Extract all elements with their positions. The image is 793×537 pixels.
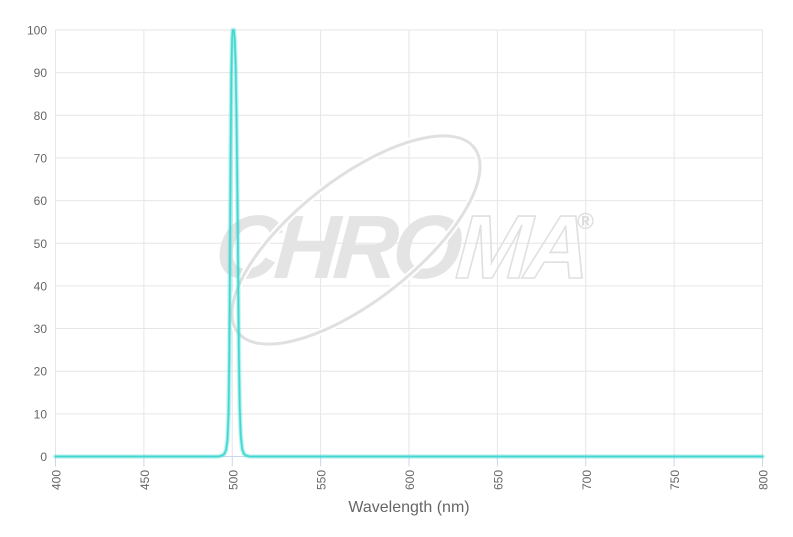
y-tick-label: 100: [27, 24, 47, 38]
x-tick-label: 450: [138, 470, 152, 490]
x-tick-label: 800: [757, 470, 771, 490]
registered-trademark-icon: ®: [577, 208, 594, 234]
x-tick-label: 500: [226, 470, 240, 490]
y-tick-label: 10: [34, 407, 48, 421]
x-tick-label: 750: [668, 470, 682, 490]
x-tick-label: 600: [403, 470, 417, 490]
y-tick-label: 90: [34, 66, 48, 80]
y-tick-label: 50: [34, 237, 48, 251]
watermark-filled-letters: CHRO: [212, 197, 465, 298]
gridlines: [55, 29, 763, 457]
y-tick-label: 0: [40, 450, 47, 464]
y-tick-label: 60: [34, 194, 48, 208]
chroma-watermark: CHROMA ®: [212, 132, 594, 348]
axis-labels: 0 10 20 30 40 50 60 70 80 90 100 400 450 500 550 600 650…: [27, 24, 771, 491]
x-axis-title: Wavelength (nm): [348, 499, 469, 516]
x-tick-label: 550: [315, 470, 329, 490]
watermark-wordmark: CHROMA: [212, 197, 588, 298]
x-tick-label: 700: [580, 470, 594, 490]
watermark-outline-letters: MA: [453, 197, 588, 298]
y-tick-label: 20: [34, 365, 48, 379]
y-tick-label: 70: [34, 151, 48, 165]
series-line[interactable]: [54, 29, 764, 458]
x-tick-label: 400: [50, 470, 64, 490]
series-layer: [53, 27, 765, 459]
x-tick-label: 650: [491, 470, 505, 490]
y-tick-label: 30: [34, 322, 48, 336]
y-tick-label: 80: [34, 109, 48, 123]
y-tick-label: 40: [34, 279, 48, 293]
watermark-swoosh-ellipse: [230, 134, 482, 346]
